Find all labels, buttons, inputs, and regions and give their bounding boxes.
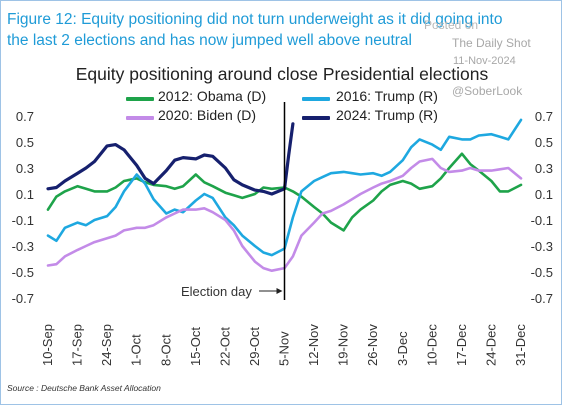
x-tick-label: 26-Nov [365,324,380,366]
watermark-site: The Daily Shot [452,36,531,50]
legend-swatch-2024 [302,116,330,120]
source-note: Source : Deutsche Bank Asset Allocation [7,383,161,393]
legend-swatch-2016 [302,97,330,101]
x-tick-label: 10-Dec [424,324,439,366]
x-tick-label: 3-Dec [395,331,410,366]
x-tick-label: 17-Dec [454,324,469,366]
y-tick-right: 0.1 [535,187,553,202]
watermark-posted: Posted on [424,18,479,32]
chart-title: Equity positioning around close Presiden… [75,64,489,84]
x-tick-label: 31-Dec [513,324,528,366]
election-day-label: Election day [181,284,252,299]
y-tick-left: 0.5 [16,135,34,150]
series-line-2024 [46,122,295,196]
x-tick-label: 19-Nov [336,324,351,366]
x-tick-label: 15-Oct [188,327,203,366]
y-tick-left: -0.7 [12,291,34,306]
y-tick-right: -0.1 [531,213,553,228]
figure-title: Figure 12: Equity positioning did not tu… [7,11,503,49]
legend-swatch-2012 [126,97,154,101]
x-tick-label: 10-Sep [40,324,55,366]
legend-label-2020: 2020: Biden (D) [158,107,257,123]
y-tick-left: -0.5 [12,265,34,280]
x-tick-label: 24-Dec [483,324,498,366]
legend-swatch-2020 [126,116,154,120]
y-tick-right: 0.7 [535,109,553,124]
x-tick-label: 1-Oct [129,334,144,366]
y-tick-right: -0.3 [531,239,553,254]
x-tick-label: 29-Oct [247,327,262,366]
y-tick-left: 0.7 [16,109,34,124]
y-tick-left: 0.1 [16,187,34,202]
election-day-arrowhead [276,288,283,294]
legend-label-2024: 2024: Trump (R) [336,107,438,123]
y-tick-right: -0.5 [531,265,553,280]
watermark-date: 11-Nov-2024 [453,55,516,67]
watermark-handle: @SoberLook [452,84,523,98]
y-tick-left: -0.1 [12,213,34,228]
legend-label-2016: 2016: Trump (R) [336,88,438,104]
y-tick-right: -0.7 [531,291,553,306]
x-tick-label: 5-Nov [277,331,292,366]
x-tick-label: 24-Sep [99,324,114,366]
y-tick-left: 0.3 [16,161,34,176]
x-tick-label: 12-Nov [306,324,321,366]
y-tick-right: 0.5 [535,135,553,150]
legend-label-2012: 2012: Obama (D) [158,88,267,104]
y-tick-right: 0.3 [535,161,553,176]
x-tick-label: 22-Oct [217,327,232,366]
y-tick-left: -0.3 [12,239,34,254]
x-tick-label: 8-Oct [158,334,173,366]
x-tick-label: 17-Sep [70,324,85,366]
